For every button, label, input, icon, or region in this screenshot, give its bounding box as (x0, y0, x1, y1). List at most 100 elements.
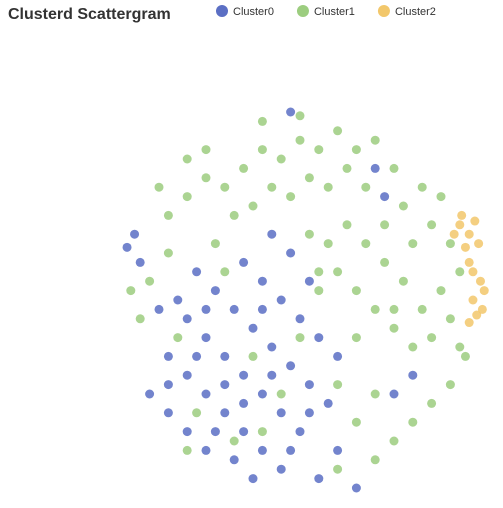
point (248, 351, 258, 361)
point (182, 192, 192, 202)
point (163, 351, 173, 361)
point (239, 163, 249, 173)
point (182, 314, 192, 324)
point (380, 192, 390, 202)
point (370, 135, 380, 145)
point (126, 286, 136, 296)
point (455, 267, 465, 277)
point (276, 464, 286, 474)
point (257, 276, 267, 286)
point (163, 248, 173, 258)
point (342, 163, 352, 173)
point (460, 242, 470, 252)
point (464, 318, 474, 328)
point (304, 229, 314, 239)
point (342, 220, 352, 230)
point (201, 173, 211, 183)
point (182, 370, 192, 380)
point (201, 145, 211, 155)
point (220, 408, 230, 418)
point (351, 333, 361, 343)
point (267, 229, 277, 239)
point (130, 229, 140, 239)
point (276, 408, 286, 418)
point (398, 276, 408, 286)
point (286, 107, 296, 117)
point (295, 314, 305, 324)
point (314, 333, 324, 343)
point (455, 342, 465, 352)
legend-marker[interactable] (377, 5, 390, 17)
point (229, 436, 239, 446)
point (154, 304, 164, 314)
point (408, 342, 418, 352)
point (192, 267, 202, 277)
point (220, 267, 230, 277)
point (201, 304, 211, 314)
point (201, 389, 211, 399)
point (286, 445, 296, 455)
point (182, 427, 192, 437)
point (408, 417, 418, 427)
point (351, 145, 361, 155)
point (248, 474, 258, 484)
point (210, 239, 220, 249)
legend-marker[interactable] (296, 5, 309, 17)
point (220, 182, 230, 192)
point (333, 445, 343, 455)
point (163, 408, 173, 418)
legend-label[interactable]: Cluster0 (233, 6, 274, 18)
point (436, 192, 446, 202)
point (286, 248, 296, 258)
point (257, 304, 267, 314)
point (248, 201, 258, 211)
point (239, 370, 249, 380)
point (370, 304, 380, 314)
point (201, 333, 211, 343)
point (304, 408, 314, 418)
point (464, 257, 474, 267)
point (257, 116, 267, 126)
point (295, 111, 305, 121)
point (351, 483, 361, 493)
point (304, 276, 314, 286)
point (445, 380, 455, 390)
point (370, 455, 380, 465)
point (135, 257, 145, 267)
point (295, 135, 305, 145)
point (210, 427, 220, 437)
point (323, 398, 333, 408)
point (173, 295, 183, 305)
point (276, 154, 286, 164)
point (239, 257, 249, 267)
point (163, 210, 173, 220)
chart-title: Clusterd Scattergram (8, 6, 171, 23)
point (474, 239, 484, 249)
point (257, 389, 267, 399)
point (323, 239, 333, 249)
point (468, 267, 478, 277)
point (286, 361, 296, 371)
point (248, 323, 258, 333)
point (314, 286, 324, 296)
legend-label[interactable]: Cluster2 (395, 6, 436, 18)
point (122, 242, 132, 252)
legend: Cluster0 Cluster1 Cluster2 (216, 5, 436, 18)
point (229, 210, 239, 220)
legend-label[interactable]: Cluster1 (314, 6, 355, 18)
point (351, 286, 361, 296)
point (460, 351, 470, 361)
legend-marker[interactable] (216, 5, 228, 17)
point (417, 304, 427, 314)
point (276, 389, 286, 399)
point (389, 389, 399, 399)
point (229, 304, 239, 314)
point (370, 389, 380, 399)
point (333, 267, 343, 277)
point (173, 333, 183, 343)
point (427, 398, 437, 408)
point (295, 333, 305, 343)
point (239, 398, 249, 408)
